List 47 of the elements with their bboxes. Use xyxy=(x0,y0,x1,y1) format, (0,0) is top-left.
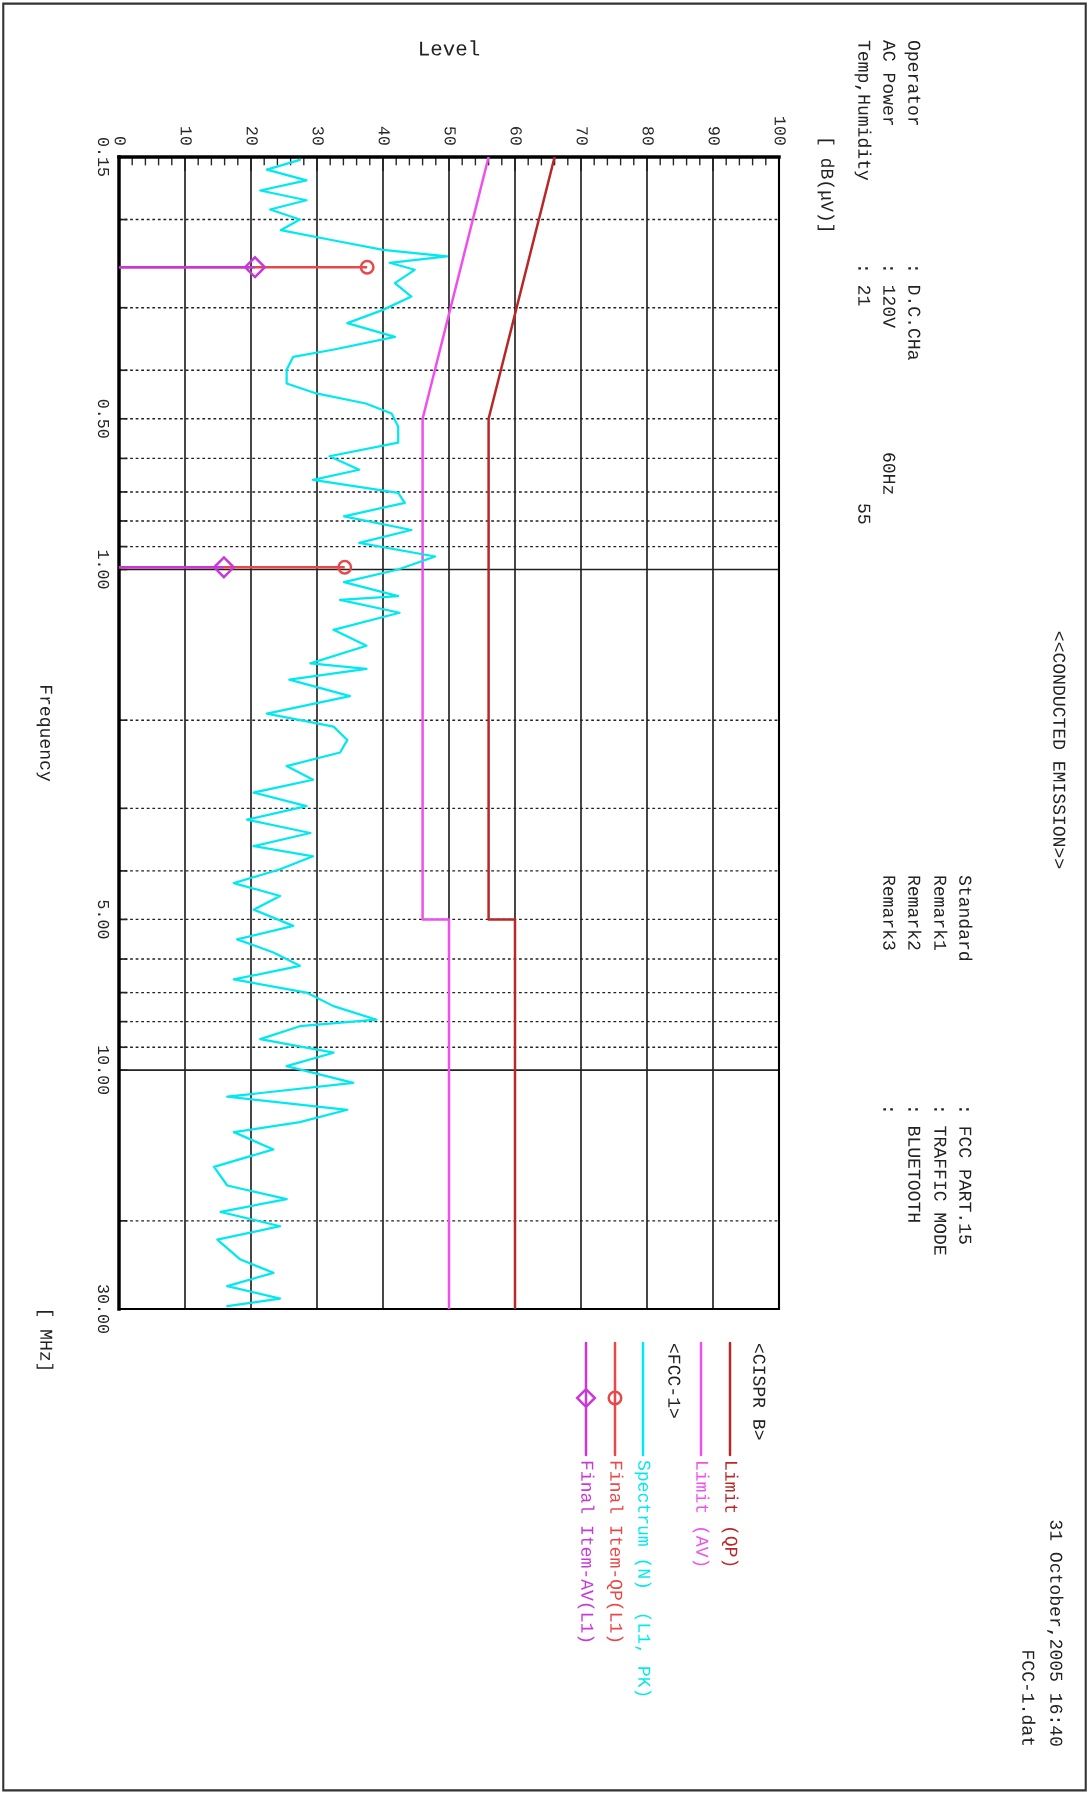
x-tick-label: 50 xyxy=(444,126,456,145)
text: [ dB(μV)] xyxy=(817,139,835,230)
text: 60Hz xyxy=(883,453,896,494)
text: : D.C.CHa xyxy=(908,267,921,360)
text: : 21 xyxy=(858,267,871,306)
x-tick-label: 20 xyxy=(246,127,258,145)
y-tick-label: 0.50 xyxy=(97,399,110,438)
y-tick-label: 5.00 xyxy=(97,900,110,939)
text: : BLUETOOTH xyxy=(908,1108,921,1222)
x-tick-label: 100 xyxy=(774,117,786,145)
text: Remark1 xyxy=(934,876,948,950)
text: Standard xyxy=(959,875,973,961)
text: Remark3 xyxy=(883,876,897,950)
text: Limit (AV) xyxy=(692,1462,710,1566)
y-tick-label: 10.00 xyxy=(97,1046,110,1095)
text: 55 xyxy=(858,504,871,524)
x-tick-label: 60 xyxy=(510,127,522,145)
text: Remark2 xyxy=(908,876,922,950)
x-tick-label: 0 xyxy=(114,136,126,145)
text: AC Power xyxy=(883,40,896,126)
text: : xyxy=(883,1108,893,1111)
x-tick-label: 80 xyxy=(642,126,654,145)
x-tick-label: 90 xyxy=(708,127,720,145)
y-tick-label: 0.15 xyxy=(97,138,110,176)
text: <FCC-1> xyxy=(668,1344,681,1418)
text: : FCC PART.15 xyxy=(959,1108,972,1244)
text: <<CONDUCTED EMISSION>> xyxy=(1053,631,1066,869)
x-axis-title: Level xyxy=(420,40,480,56)
x-tick-label: 30 xyxy=(312,126,324,145)
text: <CISPR B> xyxy=(753,1344,766,1440)
text: Spectrum (N) (L1, PK) xyxy=(634,1460,652,1696)
text: Final Item-AV(L1) xyxy=(577,1461,595,1642)
text: FCC-1.dat xyxy=(1022,1651,1036,1746)
x-tick-label: 10 xyxy=(180,127,192,145)
text: : 120V xyxy=(883,267,896,328)
x-tick-label: 70 xyxy=(576,127,588,145)
y-tick-label: 30.00 xyxy=(97,1285,110,1333)
text: Operator xyxy=(904,40,921,126)
text: 31 October,2005 16:40 xyxy=(1047,1520,1064,1746)
text: Temp,Humidity xyxy=(854,40,872,181)
y-tick-label: 1.00 xyxy=(97,550,110,589)
y-axis-title: Frequency xyxy=(36,685,53,782)
text: Limit (QP) xyxy=(721,1462,739,1566)
text: : TRAFFIC MODE xyxy=(934,1108,947,1255)
x-tick-label: 40 xyxy=(378,126,390,145)
text: Final Item-QP(L1) xyxy=(606,1461,624,1642)
text: [ MHz] xyxy=(36,1311,54,1369)
